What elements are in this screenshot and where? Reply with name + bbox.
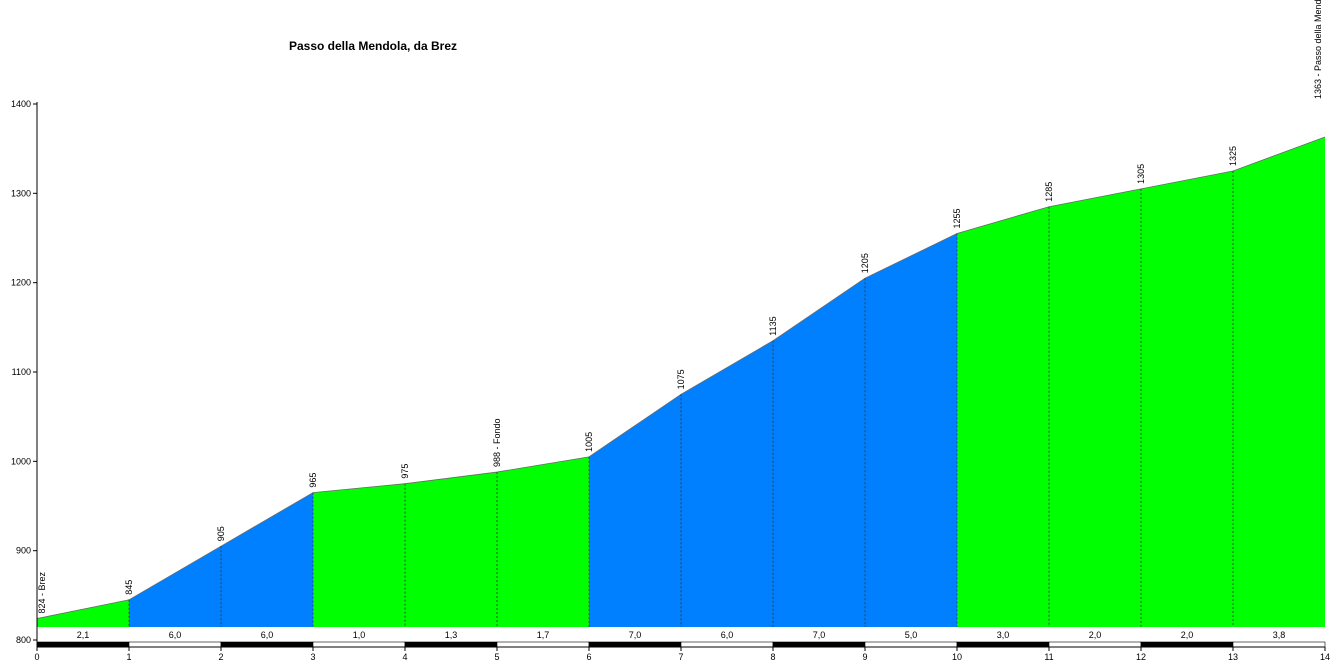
altitude-label: 1325 [1228,146,1238,166]
gradient-label: 2,0 [1089,630,1102,640]
km-bar-14 [1232,641,1326,648]
axes [33,102,1326,651]
km-bar-12 [1048,641,1142,648]
segment-area-12 [1049,188,1141,640]
x-tick-label: 13 [1228,652,1238,662]
km-bar-13 [1140,641,1234,648]
km-bar-2 [128,641,222,648]
altitude-label: 975 [400,464,410,479]
altitude-label: 1363 - Passo della Mendola [1313,0,1323,99]
segment-area-5 [405,472,497,640]
km-bar-1 [36,641,130,648]
km-bar-9 [772,641,866,648]
y-tick-label: 1000 [11,456,31,466]
km-bar-6 [496,641,590,648]
altitude-label: 1255 [952,209,962,229]
altitude-label: 1135 [768,316,778,335]
altitude-label: 1205 [860,253,870,273]
x-tick-label: 10 [952,652,962,662]
altitude-label: 905 [216,526,226,541]
altitude-label: 1305 [1136,164,1146,184]
altitude-label: 1285 [1044,182,1054,202]
gradient-label: 1,0 [353,630,366,640]
altitude-label: 988 - Fondo [492,419,502,468]
x-tick-label: 8 [770,652,775,662]
altitude-label: 845 [124,580,134,595]
x-tick-label: 0 [34,652,39,662]
y-tick-label: 1200 [11,278,31,288]
altitude-label: 965 [308,473,318,488]
gradient-label: 7,0 [813,630,826,640]
gradient-label: 7,0 [629,630,642,640]
segment-area-13 [1141,171,1233,640]
segment-area-4 [313,483,405,640]
km-bar-7 [588,641,682,648]
chart-title: Passo della Mendola, da Brez [289,39,457,53]
y-tick-label: 900 [16,546,31,556]
gradient-label: 2,1 [77,630,90,640]
x-tick-label: 1 [126,652,131,662]
altitude-label: 1005 [584,432,594,452]
km-bar-4 [312,641,406,648]
segment-area-14 [1233,137,1325,640]
gradient-label: 5,0 [905,630,918,640]
x-axis-tick-labels: 0 1 2 3 4 5 6 7 8 9 10 11 12 13 14 [34,652,1330,662]
gradient-label: 3,0 [997,630,1010,640]
x-tick-label: 4 [402,652,407,662]
segment-areas [36,136,1326,641]
x-tick-label: 9 [862,652,867,662]
y-tick-label: 800 [16,635,31,645]
gradient-label-strip [37,627,1325,640]
y-tick-label: 1100 [12,367,31,377]
x-tick-label: 6 [586,652,591,662]
x-tick-label: 2 [218,652,223,662]
segment-area-6 [497,456,589,640]
segment-area-2 [129,546,221,640]
gradient-label: 3,8 [1273,630,1286,640]
altitude-label: 1075 [676,369,686,389]
segment-area-8 [681,340,773,640]
segment-area-10 [865,233,957,641]
gradient-label: 1,3 [445,630,458,640]
y-axis-tick-labels: 800 900 1000 1100 1200 1300 1400 [11,99,31,645]
km-bar-11 [956,641,1050,648]
gradient-bar: 2,1 6,0 6,0 1,0 1,3 1,7 7,0 6,0 7,0 5,0 3,0 2,0 2,0 3… [36,627,1326,648]
km-bar-3 [220,641,314,648]
gradient-label: 6,0 [261,630,274,640]
x-tick-label: 5 [494,652,499,662]
km-bar-5 [404,641,498,648]
kilometer-drop-lines [128,171,1234,640]
segment-area-11 [957,206,1049,640]
segment-area-3 [221,492,313,640]
km-bar-10 [864,641,958,648]
segment-area-9 [773,278,865,640]
x-tick-label: 11 [1044,652,1053,662]
gradient-label: 6,0 [721,630,734,640]
y-tick-label: 1300 [11,188,31,198]
x-tick-label: 14 [1320,652,1330,662]
altitude-label: 824 - Brez [37,572,47,614]
x-tick-label: 3 [310,652,315,662]
gradient-label: 6,0 [169,630,182,640]
profile-line [36,136,1326,619]
x-tick-label: 12 [1136,652,1146,662]
gradient-label: 2,0 [1181,630,1194,640]
x-tick-label: 7 [678,652,683,662]
y-tick-label: 1400 [11,99,31,109]
segment-area-7 [589,394,681,640]
altitude-labels: 824 - Brez 845 905 965 975 988 - Fondo 1005 107… [37,0,1323,614]
km-bar-8 [680,641,774,648]
gradient-label: 1,7 [537,630,550,640]
